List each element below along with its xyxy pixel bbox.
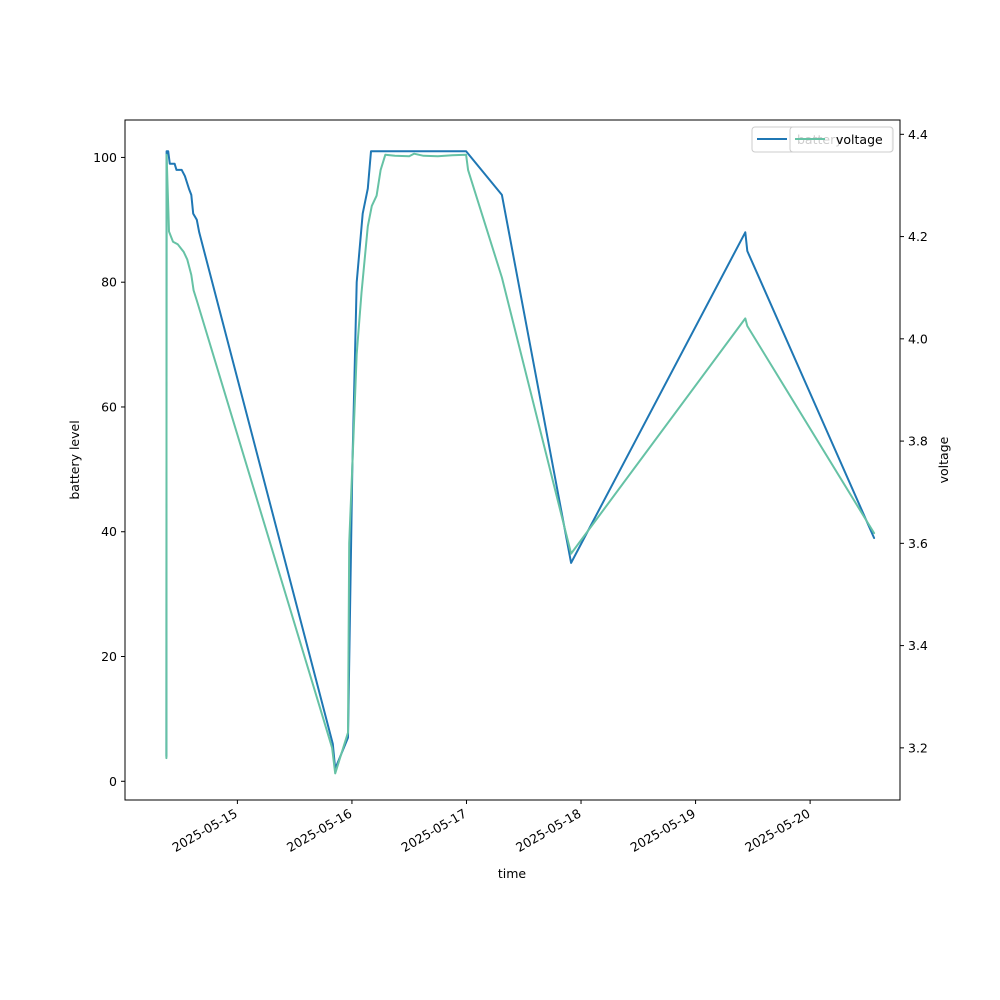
- y-tick-label: 100: [93, 150, 117, 165]
- y2-tick-label: 3.2: [908, 740, 928, 755]
- y2-tick-label: 4.4: [908, 127, 928, 142]
- x-tick-label: 2025-05-18: [513, 806, 583, 855]
- legend-box-right: [789, 126, 894, 153]
- y2-tick-label: 3.6: [908, 536, 928, 551]
- y-tick-label: 60: [101, 399, 117, 414]
- x-tick-label: 2025-05-16: [284, 806, 354, 855]
- y-tick-label: 20: [101, 649, 117, 664]
- x-tick-label: 2025-05-17: [399, 806, 469, 855]
- x-tick-label: 2025-05-19: [628, 806, 698, 855]
- series-line-voltage: [165, 152, 876, 775]
- y-axis-label: battery level: [67, 420, 82, 499]
- y-tick-label: 80: [101, 275, 117, 290]
- y2-tick-label: 4.0: [908, 331, 928, 346]
- x-tick-label: 2025-05-15: [169, 806, 239, 855]
- y-tick-label: 40: [101, 524, 117, 539]
- plot-frame: [124, 119, 901, 801]
- y2-tick-label: 4.2: [908, 229, 928, 244]
- series-line-battery: [165, 150, 876, 770]
- x-tick-label: 2025-05-20: [742, 806, 812, 855]
- y2-tick-label: 3.4: [908, 638, 928, 653]
- legend-layer: batteryvoltage: [751, 126, 894, 153]
- y-tick-label: 0: [109, 774, 117, 789]
- y2-tick-label: 3.8: [908, 434, 928, 449]
- x-axis-label: time: [498, 866, 527, 881]
- y2-axis-label: voltage: [936, 436, 951, 483]
- series-layer: [165, 150, 876, 775]
- legend-label-voltage: voltage: [836, 132, 883, 147]
